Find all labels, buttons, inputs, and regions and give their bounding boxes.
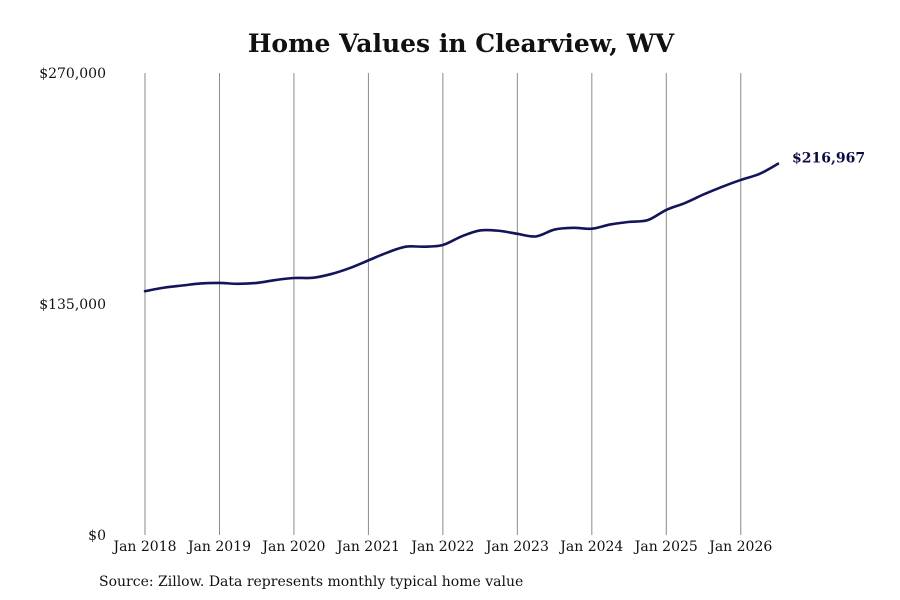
y-axis-ticks: $0 $135,000 $270,000	[39, 66, 106, 544]
home-value-series-line	[143, 162, 780, 293]
x-tick-label: Jan 2018	[111, 539, 176, 555]
y-tick-label: $0	[88, 528, 106, 544]
series-layer	[143, 162, 780, 293]
y-tick-label: $270,000	[39, 66, 106, 82]
x-tick-label: Jan 2026	[707, 539, 772, 555]
x-tick-label: Jan 2019	[186, 539, 251, 555]
source-note: Source: Zillow. Data represents monthly …	[99, 574, 523, 590]
x-tick-label: Jan 2025	[633, 539, 698, 555]
x-tick-label: Jan 2020	[260, 539, 325, 555]
chart-title: Home Values in Clearview, WV	[248, 29, 675, 58]
x-axis-ticks: Jan 2018 Jan 2019 Jan 2020 Jan 2021 Jan 2022…	[111, 539, 772, 555]
gridlines	[144, 73, 742, 535]
x-tick-label: Jan 2024	[558, 539, 623, 555]
end-value-label: $216,967	[792, 151, 865, 167]
y-tick-label: $135,000	[39, 297, 106, 313]
x-tick-label: Jan 2021	[335, 539, 400, 555]
x-tick-label: Jan 2022	[409, 539, 474, 555]
x-tick-label: Jan 2023	[484, 539, 549, 555]
